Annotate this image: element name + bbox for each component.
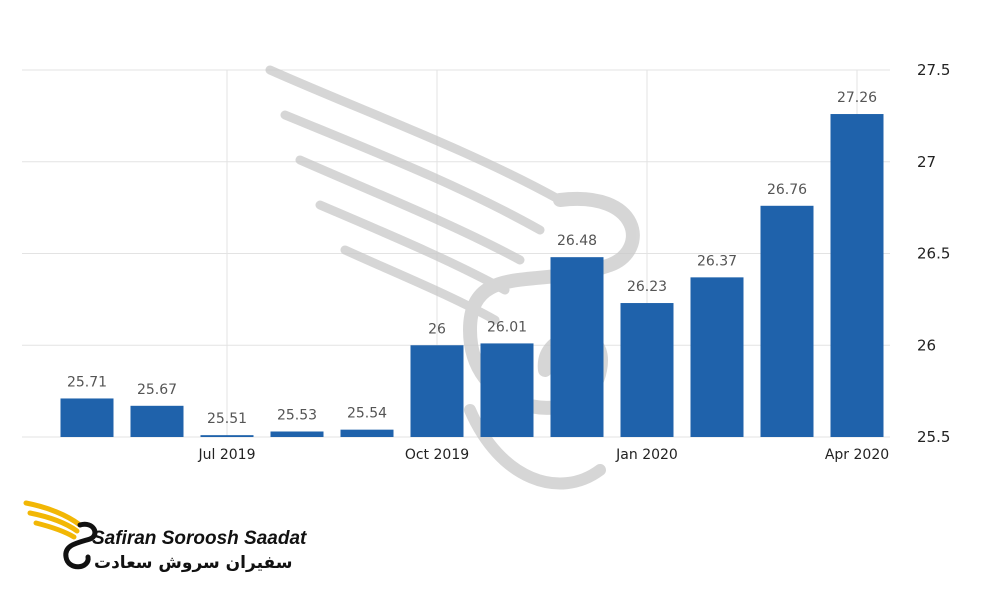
- brand-logo: Safiran Soroosh Saadat سفیران سروش سعادت: [22, 495, 306, 585]
- data-label: 25.71: [67, 374, 107, 390]
- y-tick-label: 26: [917, 336, 936, 354]
- winged-s-logo-icon: [23, 500, 98, 570]
- bar: [620, 303, 674, 437]
- y-tick-label: 27: [917, 153, 936, 171]
- y-tick-label: 26.5: [917, 245, 950, 263]
- x-tick-label: Apr 2020: [825, 447, 889, 463]
- bar: [760, 205, 814, 437]
- data-label: 25.54: [347, 406, 387, 422]
- x-tick-label: Jan 2020: [615, 447, 678, 463]
- brand-name-en: Safiran Soroosh Saadat: [92, 528, 307, 549]
- bar: [690, 277, 744, 437]
- bar: [830, 114, 884, 437]
- x-tick-label: Oct 2019: [405, 447, 469, 463]
- x-tick-label: Jul 2019: [198, 447, 256, 463]
- bar: [130, 405, 184, 437]
- x-axis: Jul 2019 Oct 2019 Jan 2020 Apr 2020: [198, 447, 890, 463]
- bar: [410, 345, 464, 437]
- grid-layer: [22, 69, 890, 438]
- data-label: 26.23: [627, 279, 667, 295]
- data-label: 26.37: [697, 253, 737, 269]
- y-tick-label: 27.5: [917, 61, 950, 79]
- bar: [270, 431, 324, 437]
- value-labels-layer: 25.71 25.67 25.51 25.53 25.54 26 26.01 26.48 26.…: [67, 90, 877, 427]
- data-label: 26: [428, 321, 446, 337]
- data-label: 25.67: [137, 382, 177, 398]
- data-label: 27.26: [837, 90, 877, 106]
- bar: [60, 398, 114, 437]
- data-label: 25.53: [277, 407, 317, 423]
- data-label: 26.01: [487, 319, 527, 335]
- data-label: 26.76: [767, 182, 807, 198]
- bar: [200, 435, 254, 437]
- data-label: 25.51: [207, 411, 247, 427]
- bar: [550, 257, 604, 437]
- bars-layer: [60, 114, 884, 437]
- y-tick-label: 25.5: [917, 428, 950, 446]
- brand-name-fa: سفیران سروش سعادت: [94, 553, 293, 573]
- bar: [480, 343, 534, 437]
- data-label: 26.48: [557, 233, 597, 249]
- bar: [340, 429, 394, 437]
- y-axis: 25.5 26 26.5 27 27.5: [917, 61, 950, 446]
